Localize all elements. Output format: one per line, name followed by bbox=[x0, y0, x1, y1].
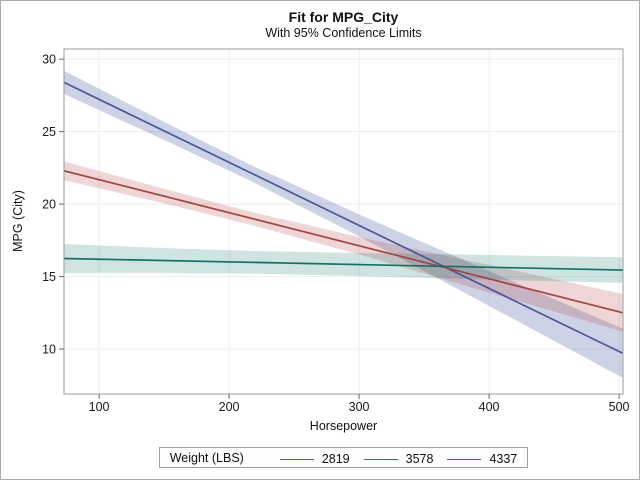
legend-item-3578: 3578 bbox=[363, 452, 434, 467]
confidence-band-3578 bbox=[64, 161, 623, 332]
x-tick-label: 400 bbox=[479, 400, 500, 414]
plot-area: 100 200 300 400 500 10 15 20 25 30 bbox=[42, 48, 630, 414]
plot-frame bbox=[63, 48, 624, 395]
legend-line-swatch bbox=[279, 458, 314, 460]
y-axis-label: MPG (City) bbox=[11, 190, 25, 252]
y-tick-label: 15 bbox=[42, 270, 56, 284]
x-tick-label: 300 bbox=[349, 400, 370, 414]
y-tick-label: 10 bbox=[42, 343, 56, 357]
fit-line-2819 bbox=[63, 81, 624, 355]
chart-title: Fit for MPG_City bbox=[288, 9, 399, 25]
legend-item-label: 3578 bbox=[405, 452, 434, 467]
legend-item-label: 2819 bbox=[321, 452, 350, 467]
legend-row: Weight (LBS) 2819 3578 4337 bbox=[64, 447, 623, 468]
title-block: Fit for MPG_City With 95% Confidence Lim… bbox=[64, 9, 623, 41]
y-tick-label: 20 bbox=[42, 198, 56, 212]
legend-line-swatch bbox=[363, 458, 398, 460]
confidence-band-4337 bbox=[64, 243, 623, 283]
legend-item-2819: 2819 bbox=[279, 452, 350, 467]
x-tick-label: 100 bbox=[89, 400, 110, 414]
legend-item-label: 4337 bbox=[489, 452, 518, 467]
y-tick-label: 30 bbox=[42, 53, 56, 67]
legend-line-swatch bbox=[447, 458, 482, 460]
y-tick-label: 25 bbox=[42, 125, 56, 139]
legend: Weight (LBS) 2819 3578 4337 bbox=[158, 447, 529, 468]
legend-item-4337: 4337 bbox=[447, 452, 517, 466]
chart-subtitle: With 95% Confidence Limits bbox=[265, 26, 422, 40]
x-tick-label: 200 bbox=[219, 400, 240, 414]
x-axis-label: Horsepower bbox=[309, 419, 378, 433]
legend-title: Weight (LBS) bbox=[169, 450, 244, 465]
confidence-band-2819 bbox=[64, 70, 623, 379]
legend-items: 2819 3578 4337 bbox=[266, 449, 517, 467]
x-tick-label: 500 bbox=[609, 400, 630, 414]
fit-line-3578 bbox=[63, 169, 624, 314]
fit-line-4337 bbox=[63, 257, 624, 271]
